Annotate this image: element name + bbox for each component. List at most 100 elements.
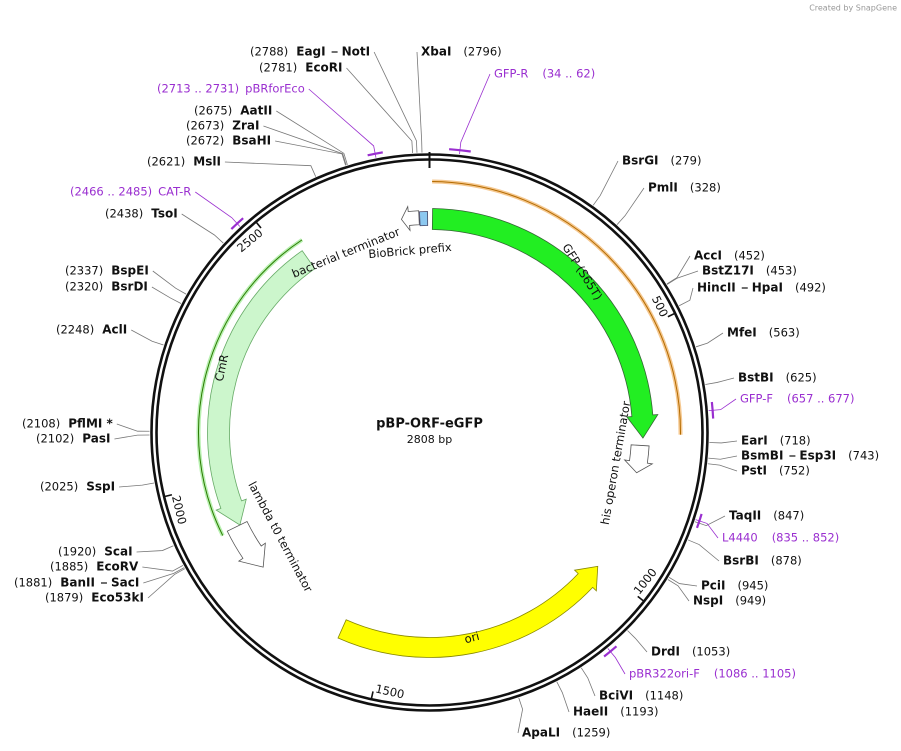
primer-name: pBRforEco: [245, 82, 305, 96]
site-position: (718): [780, 434, 811, 448]
site-name: PflMI *: [68, 417, 113, 431]
leader-line: [709, 440, 738, 444]
feature-label: lambda t0 terminator: [245, 479, 315, 595]
leader-line: [695, 332, 724, 348]
primer-range: (835 .. 852): [772, 531, 840, 545]
site-position: (2796): [463, 45, 501, 59]
site-name: EarI: [741, 434, 768, 448]
site-position: (847): [773, 509, 804, 523]
site-position: (453): [766, 264, 797, 278]
site-name: BstBI: [738, 371, 774, 385]
map-name: pBP-ORF-eGFP: [376, 417, 483, 432]
site-name: TaqII: [729, 509, 761, 523]
site-position: (2672): [186, 134, 224, 148]
primer-name: pBR322ori-F: [629, 667, 700, 681]
site-name: NspI: [693, 594, 723, 608]
feature-label: ori: [463, 629, 481, 646]
site-position: (2102): [36, 432, 74, 446]
site-position: (2025): [40, 480, 78, 494]
site-name: DrdI: [651, 645, 680, 659]
feature-span: [198, 239, 303, 536]
tick-label: 2000: [169, 494, 189, 526]
primer-range: (1086 .. 1105): [714, 667, 796, 681]
site-name: AatII: [240, 104, 272, 118]
feature-span: [432, 181, 681, 435]
site-position: (2788): [250, 45, 288, 59]
site-position: (2673): [186, 119, 224, 133]
site-name: PciI: [701, 579, 726, 593]
site-name: PstI: [741, 464, 767, 478]
site-name: Eco53kI: [91, 591, 144, 605]
leader-line: [616, 187, 645, 225]
site-position: (2248): [56, 323, 94, 337]
site-position: (2675): [194, 104, 232, 118]
primer-range: (34 .. 62): [542, 67, 595, 81]
primer-name: GFP-R: [494, 67, 528, 81]
site-name: XbaI: [421, 45, 451, 59]
site-name: Esp3I: [799, 449, 836, 463]
leader-line: [556, 681, 570, 713]
site-name: BanII: [60, 576, 95, 590]
leader-line: [373, 51, 418, 153]
leader-line: [131, 329, 164, 346]
site-position: (752): [779, 464, 810, 478]
site-position: (1148): [645, 689, 683, 703]
site-name: AccI: [694, 249, 722, 263]
feature-label: CmR: [212, 353, 231, 383]
site-name: PasI: [82, 432, 110, 446]
leader-line: [143, 567, 185, 584]
primer-range: (2466 .. 2485): [70, 185, 152, 199]
leader-line: [147, 568, 186, 599]
leader-line: [142, 565, 184, 572]
biobrick-prefix: [419, 211, 429, 227]
leader-line: [627, 630, 648, 653]
site-position: (1881): [14, 576, 52, 590]
site-name: BsmBI: [741, 449, 783, 463]
leader-line: [119, 482, 155, 488]
site-position: (2108): [22, 417, 60, 431]
leader-line: [705, 377, 735, 385]
site-position: (1920): [58, 545, 96, 559]
site-name: BsrDI: [111, 280, 148, 294]
leader-line: [151, 286, 182, 304]
primer-name: GFP-F: [740, 392, 773, 406]
leader-line: [580, 667, 596, 697]
site-position: (1053): [692, 645, 730, 659]
leader-line: [136, 545, 174, 553]
site-name: NotI: [342, 45, 371, 59]
leader-line: [592, 160, 619, 206]
site-name: ApaLI: [522, 726, 560, 740]
site-position: (949): [735, 594, 766, 608]
site-name: HincII: [697, 281, 736, 295]
site-name: BstZ17I: [702, 264, 754, 278]
site-name: MslI: [193, 155, 221, 169]
site-position: (1193): [620, 705, 658, 719]
leader-line: [195, 191, 241, 227]
primer-name: CAT-R: [158, 185, 191, 199]
site-position: (1885): [50, 560, 88, 574]
terminator-arrow: [400, 205, 420, 232]
site-name: AclI: [102, 323, 127, 337]
site-name: MfeI: [727, 326, 757, 340]
site-position: (492): [795, 281, 826, 295]
site-name: PmlI: [648, 181, 678, 195]
leader-line: [308, 88, 377, 158]
site-position: (945): [738, 579, 769, 593]
leader-line: [152, 270, 187, 295]
site-position: (563): [769, 326, 800, 340]
tick-mark: [667, 312, 677, 318]
tick-mark: [254, 220, 262, 229]
primer-range: (2713 .. 2731): [157, 82, 239, 96]
site-name: BsrBI: [723, 554, 759, 568]
leader-line: [668, 577, 698, 587]
site-name: BciVI: [599, 689, 633, 703]
leader-line: [114, 434, 150, 440]
site-position: (2337): [65, 264, 103, 278]
site-name: SspI: [86, 480, 115, 494]
leader-line: [416, 51, 423, 153]
site-name: TsoI: [151, 207, 177, 221]
leader-line: [666, 255, 691, 285]
site-position: (279): [671, 154, 702, 168]
site-name: BspEI: [111, 264, 149, 278]
